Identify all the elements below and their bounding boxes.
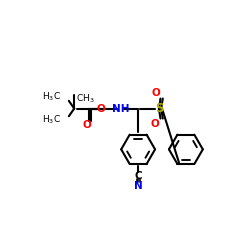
- Text: CH$_3$: CH$_3$: [76, 92, 94, 105]
- Text: C: C: [134, 170, 142, 180]
- Text: S: S: [156, 102, 164, 115]
- Text: H$_3$C: H$_3$C: [42, 91, 61, 103]
- Text: O: O: [97, 104, 106, 114]
- Text: N: N: [134, 180, 142, 190]
- Text: NH: NH: [112, 104, 129, 114]
- Text: O: O: [82, 120, 91, 130]
- Text: H$_3$C: H$_3$C: [42, 114, 61, 126]
- Text: O: O: [152, 88, 160, 98]
- Text: O: O: [151, 119, 160, 129]
